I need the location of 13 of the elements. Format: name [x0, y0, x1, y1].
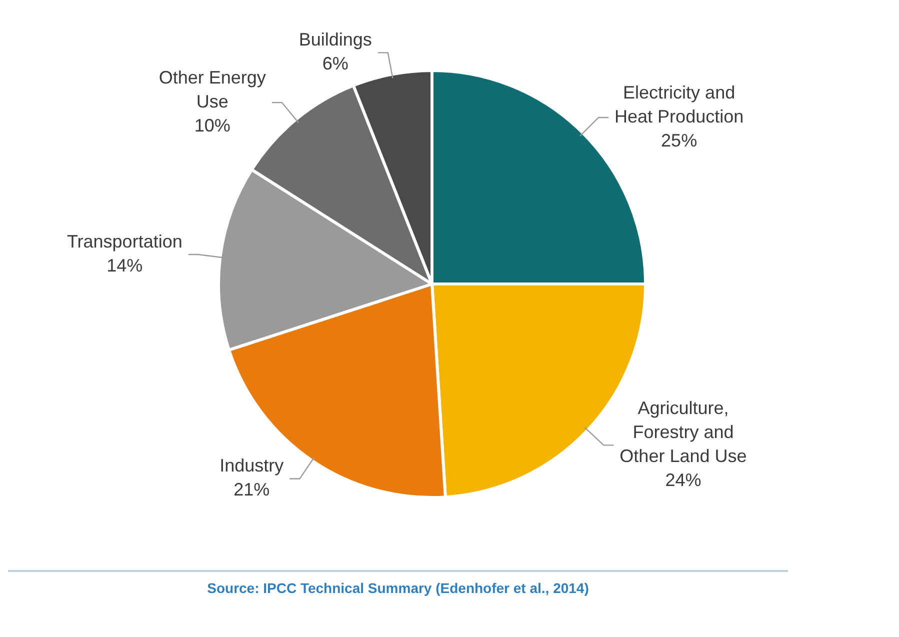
slice-label: Other Energy Use	[158, 68, 266, 112]
data-label: 10%	[194, 116, 230, 136]
slice-label: Buildings	[298, 30, 372, 50]
slice-label: Agriculture, Forestry and Other Land Use	[620, 398, 747, 466]
source-note: Source: IPCC Technical Summary (Edenhofer et al., 2014)	[206, 580, 590, 596]
slice-label: Industry	[220, 456, 284, 476]
data-label: 21%	[234, 480, 270, 500]
data-label: 25%	[661, 130, 698, 150]
data-label: 24%	[665, 470, 702, 490]
data-label: 14%	[106, 255, 143, 276]
data-label: 6%	[322, 54, 348, 74]
slice-label: Transportation	[66, 231, 182, 252]
slice-label: Electricity and Heat Production	[614, 82, 744, 126]
